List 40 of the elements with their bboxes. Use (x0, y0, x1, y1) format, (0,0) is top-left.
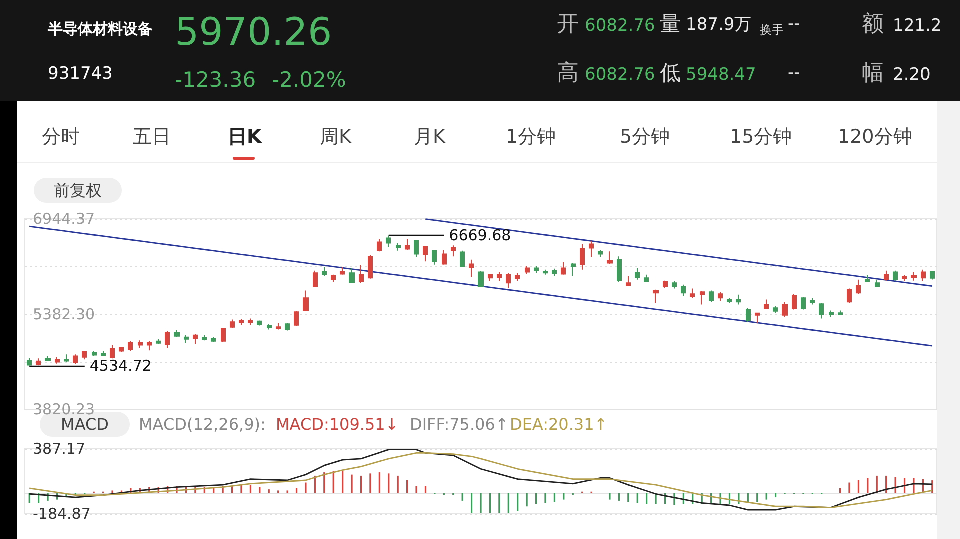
text: -123.36 (175, 68, 256, 94)
text: 额 (862, 12, 884, 38)
text: 低 (660, 61, 681, 86)
text: 1分钟 (506, 126, 556, 149)
text: 前复权 (34, 178, 122, 204)
text: 120分钟 (838, 126, 912, 149)
text: 2.20 (893, 65, 931, 86)
text: -- (788, 63, 800, 84)
text: 周K (320, 126, 352, 149)
text: 5948.47 (686, 65, 756, 86)
text: MACD:109.51↓ (276, 415, 399, 434)
text: 121.2 (893, 16, 942, 36)
y-tick-label: 5382.30 (33, 305, 96, 324)
text: 换手 (760, 23, 784, 38)
y-tick-label: -184.87 (33, 505, 91, 523)
text: 分时 (42, 126, 80, 149)
annotation: 6669.68 (449, 226, 512, 245)
text: MACD(12,26,9): (139, 415, 266, 434)
text: DIFF:75.06↑ (410, 415, 509, 434)
y-tick-label: 6944.37 (33, 210, 96, 228)
text: 日K (228, 126, 262, 149)
text: 6082.76 (585, 65, 656, 86)
text: 开 (557, 12, 579, 38)
text: 6082.76 (585, 16, 656, 36)
text: -- (788, 14, 800, 34)
text: 187.9万 (686, 15, 752, 36)
text: DEA:20.31↑ (510, 415, 608, 434)
text: 量 (660, 12, 681, 38)
y-tick-label: 387.17 (33, 440, 86, 458)
annotation: 4534.72 (90, 356, 152, 375)
text: 五日 (133, 126, 171, 149)
text: 月K (414, 126, 446, 149)
text: 5970.26 (175, 10, 332, 56)
text: 幅 (862, 61, 884, 88)
text: 5分钟 (620, 126, 670, 149)
text: 15分钟 (730, 126, 792, 149)
chart-title: 半导体材料设备 (48, 20, 153, 39)
chart-subtitle: 931743 (48, 64, 113, 84)
text: 高 (557, 61, 579, 88)
text: -2.02% (272, 68, 346, 94)
